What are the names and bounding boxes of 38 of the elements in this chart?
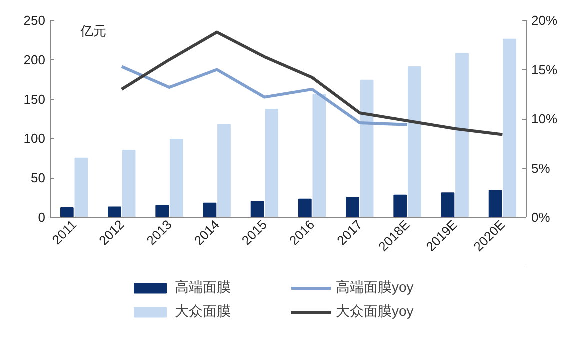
bar (488, 190, 502, 218)
bar (441, 192, 455, 218)
bar (312, 94, 326, 218)
bar (346, 197, 360, 218)
legend-label: 高端面膜 (175, 279, 232, 297)
y2-tick-label: 5% (532, 160, 551, 176)
bar (408, 66, 422, 218)
legend-label: 高端面膜yoy (336, 279, 415, 297)
legend-label: 大众面膜 (175, 303, 232, 321)
y-tick-label: 250 (24, 13, 46, 28)
line-series (120, 65, 409, 126)
y-tick-label: 200 (24, 52, 46, 68)
legend-label: 大众面膜yoy (336, 303, 415, 321)
bar (122, 150, 136, 218)
y-tick-label: 100 (24, 131, 46, 146)
bar (394, 194, 408, 218)
y-tick-label: 150 (24, 92, 46, 107)
y-tick-label: 50 (31, 170, 46, 186)
bar (360, 80, 374, 218)
y2-tick-label: 20% (532, 13, 558, 28)
bar (74, 158, 88, 218)
bar (265, 109, 279, 218)
bar (503, 38, 517, 218)
bar (156, 205, 170, 218)
bar (250, 201, 264, 218)
bar (298, 198, 312, 218)
bar (108, 206, 122, 218)
y2-tick-label: 10% (532, 112, 558, 126)
bar (456, 53, 469, 218)
bar (203, 202, 217, 218)
bar (60, 208, 74, 218)
y2-tick-label: 15% (532, 62, 558, 78)
y-axis-title: 亿元 (79, 24, 106, 38)
y-tick-label: 0 (38, 210, 46, 225)
y2-tick-label: 0% (532, 210, 551, 225)
line-series (120, 30, 504, 136)
bar (170, 138, 184, 218)
bar (218, 124, 231, 218)
